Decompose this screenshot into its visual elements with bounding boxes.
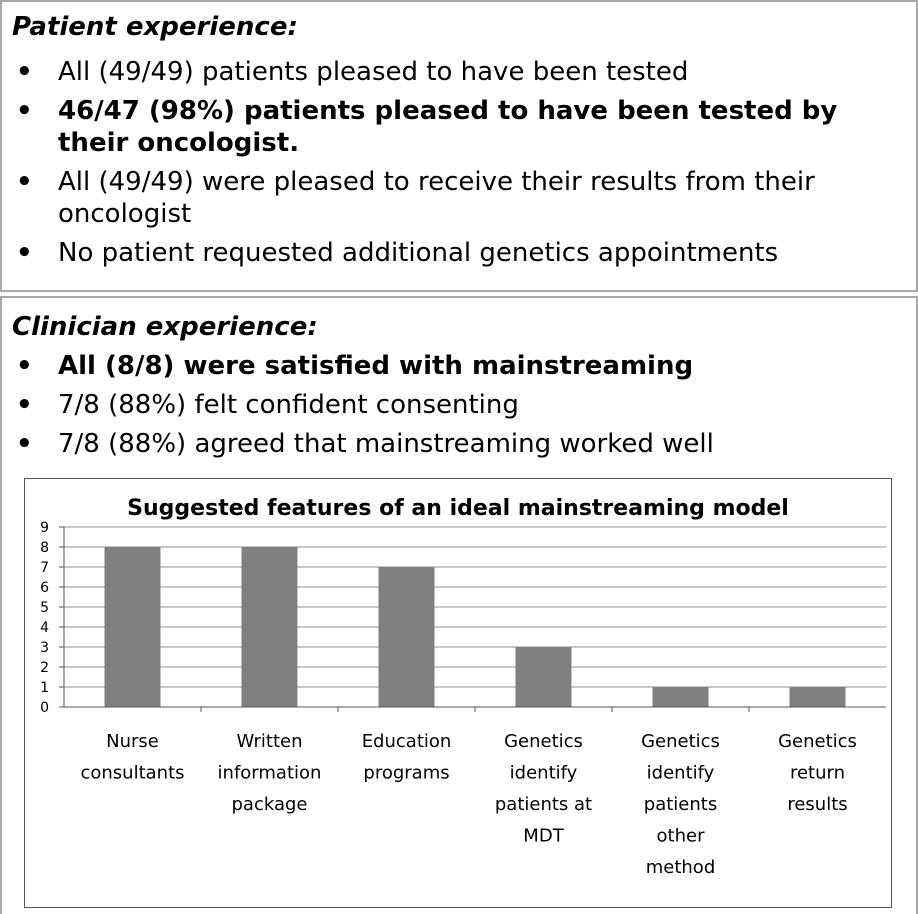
list-item: All (8/8) were satisfied with mainstream… [2, 350, 916, 382]
list-item: 7/8 (88%) agreed that mainstreaming work… [2, 428, 916, 460]
y-tick-label: 8 [40, 540, 49, 556]
y-tick-label: 9 [40, 520, 49, 536]
list-item: 46/47 (98%) patients pleased to have bee… [2, 95, 916, 159]
list-item: All (49/49) patients pleased to have bee… [2, 56, 916, 88]
chart-canvas: Suggested features of an ideal mainstrea… [40, 496, 886, 878]
y-tick-label: 3 [40, 640, 49, 656]
bar [515, 647, 572, 707]
y-tick-label: 0 [40, 700, 49, 716]
bar [652, 687, 709, 707]
clinician-experience-heading: Clinician experience: [12, 312, 318, 342]
patient-experience-heading: Patient experience: [12, 12, 298, 42]
y-tick-label: 2 [40, 660, 49, 676]
y-tick-label: 4 [40, 620, 49, 636]
x-category-label: Genetics identify patients other method [641, 731, 720, 878]
x-category-label: Education programs [362, 731, 452, 784]
y-tick-label: 7 [40, 560, 49, 576]
x-category-label: Genetics return results [778, 731, 857, 815]
list-item: No patient requested additional genetics… [2, 237, 916, 269]
clinician-experience-panel: Clinician experience: All (8/8) were sat… [0, 296, 918, 914]
x-category-label: Written information package [218, 731, 322, 815]
bar [789, 687, 846, 707]
patient-experience-panel: Patient experience: All (49/49) patients… [0, 0, 918, 292]
list-item: All (49/49) were pleased to receive thei… [2, 166, 916, 230]
features-chart: Suggested features of an ideal mainstrea… [24, 478, 892, 908]
clinician-experience-list: All (8/8) were satisfied with mainstream… [2, 350, 916, 467]
chart-title: Suggested features of an ideal mainstrea… [127, 496, 789, 521]
y-tick-label: 5 [40, 600, 49, 616]
bar [104, 547, 161, 707]
x-category-label: Nurse consultants [80, 731, 184, 784]
bar [241, 547, 298, 707]
y-tick-label: 6 [40, 580, 49, 596]
x-category-label: Genetics identify patients at MDT [495, 731, 592, 847]
y-tick-label: 1 [40, 680, 49, 696]
list-item: 7/8 (88%) felt confident consenting [2, 389, 916, 421]
patient-experience-list: All (49/49) patients pleased to have bee… [2, 56, 916, 276]
bar [378, 567, 435, 707]
